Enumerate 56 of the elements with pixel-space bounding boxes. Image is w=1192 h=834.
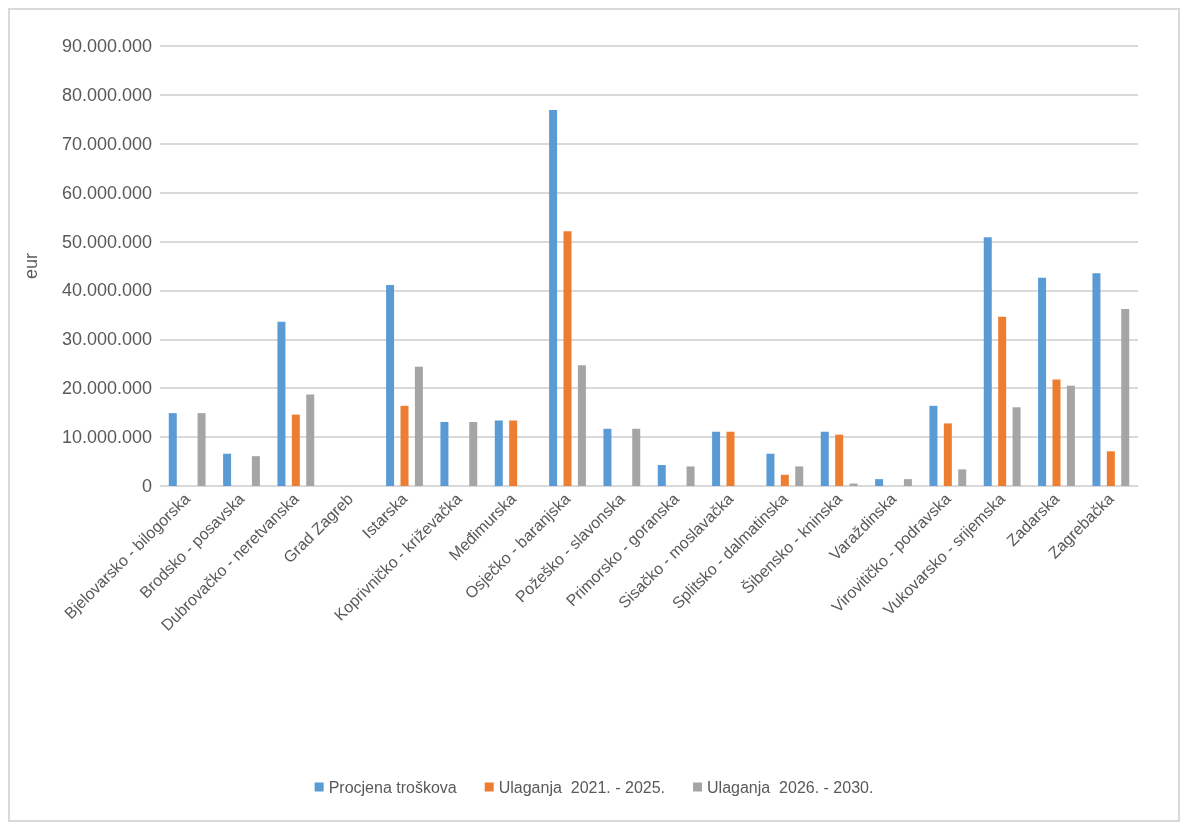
bar (277, 321, 286, 486)
y-tick-label: 50.000.000 (61, 231, 152, 252)
y-tick-label: 10.000.000 (61, 427, 152, 448)
bar (563, 231, 572, 486)
bar (875, 479, 884, 486)
bar (1066, 385, 1075, 486)
y-tick-label: 80.000.000 (61, 84, 152, 105)
bar (1038, 277, 1047, 486)
bar (251, 456, 260, 486)
y-axis-title: eur (21, 252, 41, 280)
bar (400, 405, 409, 486)
bar (603, 428, 612, 486)
bar (306, 394, 315, 486)
y-tick-label: 60.000.000 (61, 182, 152, 203)
bar (386, 285, 395, 486)
bar (766, 453, 775, 486)
bar (1106, 451, 1115, 486)
bar (414, 366, 423, 486)
bar (168, 413, 177, 486)
bar (958, 469, 967, 486)
bar (726, 431, 735, 486)
bar (780, 474, 789, 486)
y-tick-label: 90.000.000 (61, 36, 152, 56)
y-tick-label: 20.000.000 (61, 378, 152, 399)
bar (440, 421, 449, 486)
bar (903, 479, 912, 486)
bar (1121, 309, 1130, 486)
bar (929, 405, 938, 486)
y-tick-label: 30.000.000 (61, 329, 152, 350)
bar (983, 237, 992, 486)
legend-label: Ulaganja 2026. - 2030. (707, 778, 874, 796)
y-tick-label: 40.000.000 (61, 280, 152, 301)
bar (577, 365, 586, 486)
y-tick-label: 70.000.000 (61, 133, 152, 154)
bar (291, 414, 300, 486)
bar (1012, 407, 1021, 486)
y-tick-label: 0 (141, 476, 152, 496)
bar (469, 421, 478, 486)
bar (1052, 379, 1061, 486)
bar (820, 431, 829, 486)
bar (197, 413, 206, 486)
bar (943, 423, 952, 486)
bar (632, 428, 641, 486)
bar (686, 466, 695, 486)
bar (657, 464, 666, 486)
bar (509, 420, 518, 486)
bar (795, 466, 804, 486)
bar (998, 316, 1007, 486)
bar (549, 110, 558, 486)
legend-label: Procjena troškova (328, 778, 457, 796)
bar (223, 453, 232, 486)
bar (712, 431, 721, 486)
bar (1092, 273, 1101, 486)
legend-label: Ulaganja 2021. - 2025. (498, 778, 666, 796)
bar (494, 420, 503, 486)
bar (835, 434, 844, 486)
